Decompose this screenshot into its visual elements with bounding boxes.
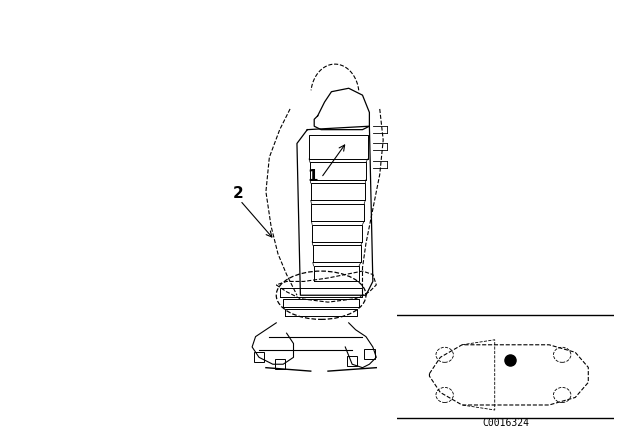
Bar xyxy=(364,349,374,359)
Text: 2: 2 xyxy=(233,186,244,201)
Text: C0016324: C0016324 xyxy=(482,418,529,427)
Bar xyxy=(347,356,357,366)
Bar xyxy=(275,359,285,370)
Bar xyxy=(254,352,264,362)
Text: 1: 1 xyxy=(307,169,317,184)
